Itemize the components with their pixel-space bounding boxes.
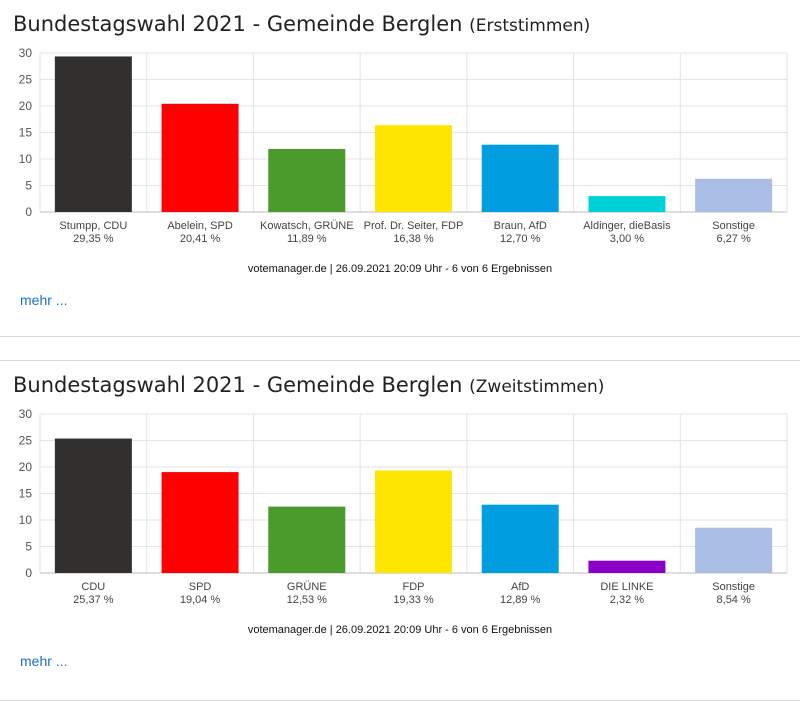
more-link[interactable]: mehr ...	[20, 292, 68, 308]
y-tick-label: 25	[19, 73, 33, 87]
zweitstimmen-panel: Bundestagswahl 2021 - Gemeinde Berglen (…	[0, 360, 800, 701]
bar	[588, 196, 666, 212]
y-tick-label: 15	[19, 487, 33, 501]
value-label: 19,33 %	[393, 594, 434, 606]
bar	[375, 470, 452, 573]
more-link[interactable]: mehr ...	[20, 653, 68, 669]
y-tick-label: 5	[25, 179, 32, 193]
y-tick-label: 30	[19, 46, 33, 60]
category-label: Prof. Dr. Seiter, FDP	[364, 220, 464, 232]
category-label: FDP	[403, 581, 425, 593]
category-label: SPD	[189, 581, 212, 593]
chart-title: Bundestagswahl 2021 - Gemeinde Berglen (…	[13, 12, 591, 36]
category-label: Abelein, SPD	[167, 220, 232, 232]
value-label: 29,35 %	[73, 233, 114, 245]
bar	[481, 144, 559, 212]
bar	[695, 527, 773, 573]
bar	[481, 504, 559, 573]
value-label: 6,27 %	[717, 233, 751, 245]
value-label: 11,89 %	[287, 233, 327, 245]
chart-title: Bundestagswahl 2021 - Gemeinde Berglen (…	[13, 373, 605, 397]
category-label: Sonstige	[712, 220, 755, 232]
value-label: 2,32 %	[610, 594, 644, 606]
bar	[161, 472, 239, 573]
category-label: Sonstige	[712, 581, 755, 593]
value-label: 12,70 %	[500, 233, 541, 245]
category-label: Stumpp, CDU	[59, 220, 127, 232]
chart-subtitle: (Erststimmen)	[469, 16, 591, 36]
bar	[268, 506, 346, 573]
y-tick-label: 10	[19, 513, 33, 527]
category-label: Aldinger, dieBasis	[583, 220, 671, 232]
value-label: 8,54 %	[717, 594, 751, 606]
y-tick-label: 0	[25, 205, 32, 219]
value-label: 12,89 %	[500, 594, 541, 606]
y-tick-label: 10	[19, 152, 33, 166]
panel-gap	[0, 337, 800, 359]
bar	[161, 103, 239, 212]
y-tick-label: 0	[25, 566, 32, 580]
bar	[54, 438, 132, 573]
category-label: Braun, AfD	[494, 220, 547, 232]
bar	[375, 125, 452, 212]
value-label: 19,04 %	[180, 594, 221, 606]
y-tick-label: 20	[19, 99, 33, 113]
category-label: AfD	[511, 581, 529, 593]
value-label: 25,37 %	[73, 594, 114, 606]
chart-source: votemanager.de | 26.09.2021 20:09 Uhr - …	[247, 263, 553, 275]
bar	[588, 560, 666, 573]
y-tick-label: 25	[19, 434, 33, 448]
chart-subtitle: (Zweitstimmen)	[469, 377, 605, 397]
bar	[695, 178, 773, 212]
category-label: CDU	[81, 581, 105, 593]
y-tick-label: 5	[25, 540, 32, 554]
y-tick-label: 15	[19, 126, 33, 140]
y-tick-label: 30	[19, 407, 33, 421]
y-tick-label: 20	[19, 460, 33, 474]
value-label: 20,41 %	[180, 233, 221, 245]
value-label: 16,38 %	[393, 233, 434, 245]
erststimmen-panel: Bundestagswahl 2021 - Gemeinde Berglen (…	[0, 0, 800, 337]
category-label: DIE LINKE	[600, 581, 653, 593]
category-label: GRÜNE	[287, 581, 327, 593]
chart-source: votemanager.de | 26.09.2021 20:09 Uhr - …	[247, 624, 553, 636]
bar	[54, 56, 132, 212]
category-label: Kowatsch, GRÜNE	[260, 220, 354, 232]
value-label: 12,53 %	[287, 594, 328, 606]
bar	[268, 148, 346, 212]
value-label: 3,00 %	[610, 233, 644, 245]
